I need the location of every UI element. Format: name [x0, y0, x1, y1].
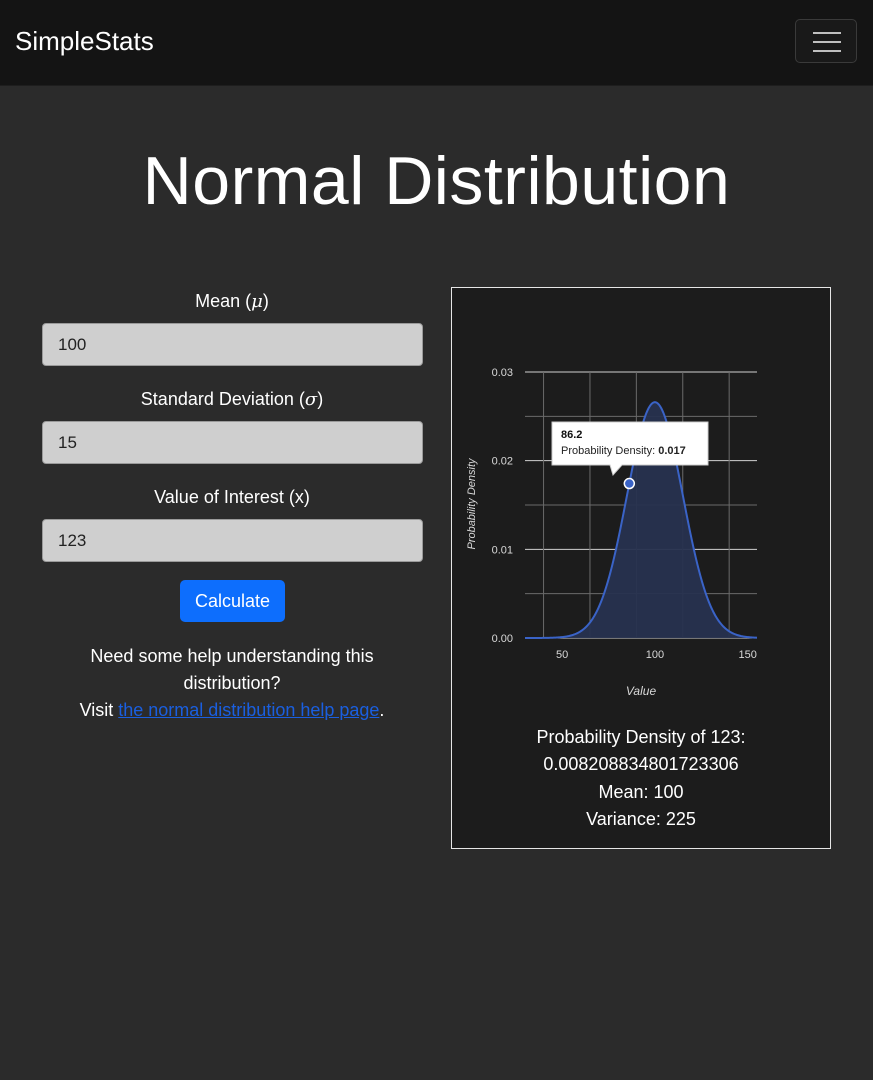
results-panel: Probability Density of 123: 0.0082088348… — [452, 724, 830, 833]
x-tick-label: 50 — [556, 649, 568, 661]
mean-result: Mean: 100 — [598, 781, 684, 802]
x-tick-labels: 50 100 150 — [556, 649, 757, 661]
page-title: Normal Distribution — [142, 143, 731, 219]
chart-panel: 0.00 0.01 0.02 0.03 50 100 150 Probability De… — [451, 287, 831, 849]
density-label: Probability Density of 123: — [536, 727, 746, 747]
help-page-link[interactable]: the normal distribution help page — [118, 700, 380, 720]
y-tick-label: 0.03 — [492, 367, 513, 379]
mean-label: Mean (μ) — [195, 291, 269, 312]
calculate-button[interactable]: Calculate — [180, 580, 285, 622]
x-tick-label: 100 — [646, 649, 664, 661]
brand-logo[interactable]: SimpleStats — [15, 26, 154, 56]
help-text: Need some help understanding this distri… — [79, 646, 385, 720]
tooltip-density: Probability Density: 0.017 — [561, 445, 686, 457]
y-tick-label: 0.00 — [492, 633, 513, 645]
chart-tooltip: 86.2 Probability Density: 0.017 — [551, 421, 709, 476]
density-value: 0.008208834801723306 — [543, 754, 739, 775]
x-axis-label: Value — [626, 684, 657, 698]
tooltip-x-value: 86.2 — [561, 429, 582, 441]
y-axis-label: Probability Density — [466, 457, 478, 550]
y-tick-labels: 0.00 0.01 0.02 0.03 — [492, 367, 513, 645]
normal-distribution-chart[interactable]: 0.00 0.01 0.02 0.03 50 100 150 Probability De… — [452, 288, 830, 718]
sd-label: Standard Deviation (σ) — [140, 389, 324, 410]
mean-input[interactable] — [42, 323, 423, 366]
density-area — [525, 402, 757, 638]
sigma-symbol: σ — [304, 389, 318, 410]
tooltip-point[interactable] — [623, 477, 636, 490]
sd-input[interactable] — [42, 421, 423, 464]
x-tick-label: 150 — [739, 649, 757, 661]
x-input[interactable] — [42, 519, 423, 562]
y-tick-label: 0.01 — [492, 544, 513, 556]
mu-symbol: μ — [251, 291, 263, 312]
x-label: Value of Interest (x) — [154, 487, 310, 507]
y-tick-label: 0.02 — [492, 456, 513, 468]
variance-result: Variance: 225 — [586, 808, 696, 829]
menu-toggle-button[interactable] — [795, 19, 857, 63]
navbar: SimpleStats — [0, 0, 873, 86]
